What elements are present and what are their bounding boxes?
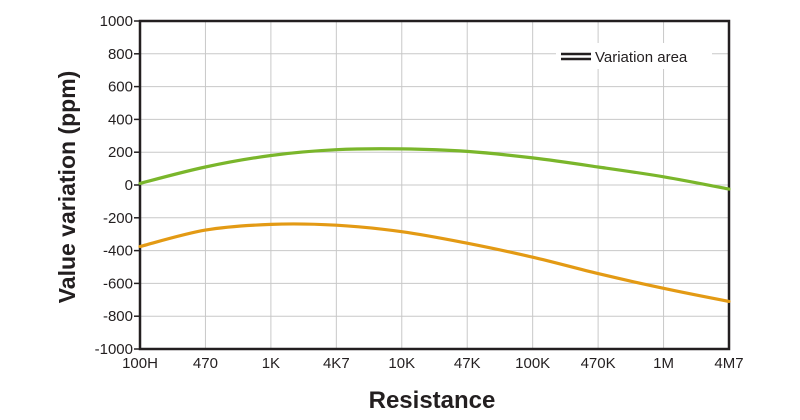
x-tick-label: 470K xyxy=(581,355,616,372)
x-tick-label: 4K7 xyxy=(323,355,350,372)
y-tick-label: 200 xyxy=(108,144,133,161)
grid-lines xyxy=(139,20,730,350)
y-tick-label: 600 xyxy=(108,79,133,96)
x-tick-label: 4M7 xyxy=(714,355,743,372)
x-tick-label: 100K xyxy=(515,355,550,372)
x-tick-label: 47K xyxy=(454,355,481,372)
y-tick-label: -1000 xyxy=(95,341,133,358)
x-tick-label: 470 xyxy=(193,355,218,372)
legend-label: Variation area xyxy=(595,49,688,66)
x-axis-title: Resistance xyxy=(369,387,496,414)
x-tick-label: 1M xyxy=(653,355,674,372)
y-tick-label: 800 xyxy=(108,46,133,63)
x-tick-label: 1K xyxy=(262,355,280,372)
legend: Variation area xyxy=(556,43,712,69)
y-tick-label: -400 xyxy=(103,243,133,260)
y-tick-label: 400 xyxy=(108,111,133,128)
x-tick-label: 100H xyxy=(122,355,158,372)
series-lines xyxy=(138,147,731,303)
series-line-0 xyxy=(138,147,731,191)
y-tick-label: 0 xyxy=(125,177,133,194)
y-tick-label: -600 xyxy=(103,275,133,292)
x-tick-label: 10K xyxy=(388,355,415,372)
y-axis-title: Value variation (ppm) xyxy=(54,71,80,304)
y-tick-label: -800 xyxy=(103,308,133,325)
y-axis-ticks: 1000 800 600 400 200 0 -200 -400 -600 -800 -1000 xyxy=(95,13,140,358)
y-tick-label: 1000 xyxy=(100,13,133,30)
y-tick-label: -200 xyxy=(103,210,133,227)
legend-background xyxy=(556,43,712,69)
series-line-1 xyxy=(138,222,731,303)
x-axis-ticks: 100H 470 1K 4K7 10K 47K 100K 470K 1M 4M7 xyxy=(122,355,744,372)
